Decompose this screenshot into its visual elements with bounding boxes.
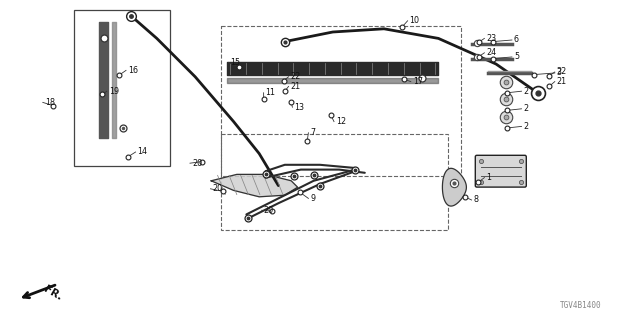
Text: 24: 24	[486, 48, 497, 57]
Bar	[74, 10, 170, 166]
Text: TGV4B1400: TGV4B1400	[560, 301, 602, 310]
Text: 20: 20	[192, 159, 202, 168]
Text: FR.: FR.	[42, 284, 63, 302]
Text: 6: 6	[514, 36, 519, 44]
Bar	[221, 134, 448, 230]
FancyBboxPatch shape	[476, 155, 526, 187]
Text: 16: 16	[128, 66, 138, 75]
Text: 1: 1	[486, 173, 492, 182]
Text: 12: 12	[336, 117, 346, 126]
Text: 22: 22	[557, 68, 567, 76]
Text: 5: 5	[514, 52, 519, 61]
Text: 21: 21	[557, 77, 567, 86]
Text: 19: 19	[109, 87, 119, 96]
Text: 17: 17	[413, 77, 423, 86]
Text: 22: 22	[291, 72, 301, 81]
Text: 7: 7	[310, 128, 316, 137]
Text: 20: 20	[264, 206, 274, 215]
Polygon shape	[442, 168, 467, 206]
Text: 8: 8	[474, 196, 479, 204]
Text: 9: 9	[310, 194, 316, 203]
Text: 18: 18	[45, 98, 55, 107]
Text: 20: 20	[212, 184, 223, 193]
Text: 11: 11	[266, 88, 276, 97]
Text: 15: 15	[230, 58, 241, 67]
Text: 10: 10	[410, 16, 420, 25]
Text: 2: 2	[524, 104, 529, 113]
Text: 14: 14	[138, 148, 148, 156]
Text: 2: 2	[524, 87, 529, 96]
Text: 3: 3	[557, 68, 562, 77]
Text: 13: 13	[294, 103, 305, 112]
Bar	[221, 26, 461, 176]
Text: 2: 2	[524, 122, 529, 131]
Polygon shape	[211, 174, 298, 197]
Text: 23: 23	[486, 34, 497, 43]
Text: 21: 21	[291, 82, 301, 91]
